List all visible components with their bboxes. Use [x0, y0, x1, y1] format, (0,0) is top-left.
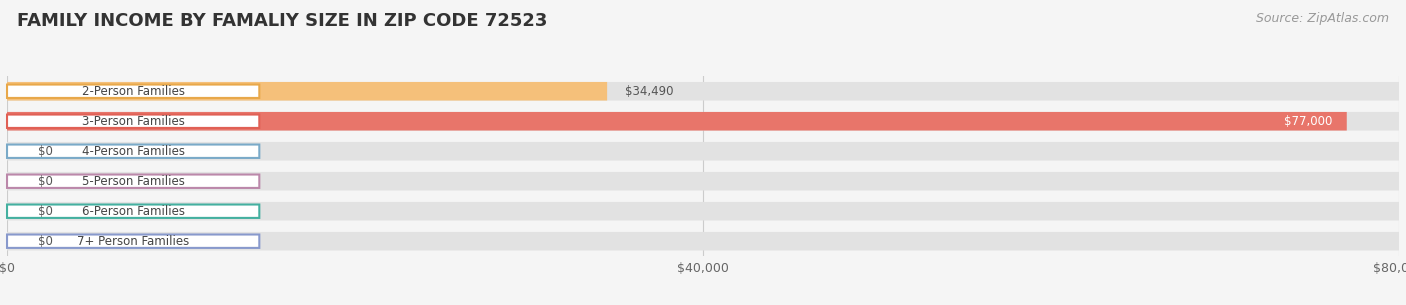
Text: 3-Person Families: 3-Person Families: [82, 115, 184, 128]
Text: 4-Person Families: 4-Person Families: [82, 145, 184, 158]
Text: 5-Person Families: 5-Person Families: [82, 175, 184, 188]
Text: 7+ Person Families: 7+ Person Families: [77, 235, 190, 248]
FancyBboxPatch shape: [7, 235, 259, 248]
FancyBboxPatch shape: [7, 172, 1399, 191]
FancyBboxPatch shape: [7, 145, 259, 158]
Text: Source: ZipAtlas.com: Source: ZipAtlas.com: [1256, 12, 1389, 25]
Text: 2-Person Families: 2-Person Families: [82, 85, 184, 98]
Text: $0: $0: [38, 205, 53, 218]
FancyBboxPatch shape: [7, 202, 1399, 221]
FancyBboxPatch shape: [7, 112, 1399, 131]
FancyBboxPatch shape: [7, 112, 1347, 131]
FancyBboxPatch shape: [7, 82, 607, 101]
Text: $34,490: $34,490: [624, 85, 673, 98]
FancyBboxPatch shape: [7, 174, 259, 188]
FancyBboxPatch shape: [7, 84, 259, 98]
FancyBboxPatch shape: [7, 82, 1399, 101]
FancyBboxPatch shape: [7, 232, 1399, 250]
Text: $0: $0: [38, 175, 53, 188]
Text: FAMILY INCOME BY FAMALIY SIZE IN ZIP CODE 72523: FAMILY INCOME BY FAMALIY SIZE IN ZIP COD…: [17, 12, 547, 30]
Text: $0: $0: [38, 145, 53, 158]
FancyBboxPatch shape: [7, 205, 259, 218]
Text: $0: $0: [38, 235, 53, 248]
FancyBboxPatch shape: [7, 115, 259, 128]
Text: 6-Person Families: 6-Person Families: [82, 205, 184, 218]
Text: $77,000: $77,000: [1285, 115, 1333, 128]
FancyBboxPatch shape: [7, 142, 1399, 160]
